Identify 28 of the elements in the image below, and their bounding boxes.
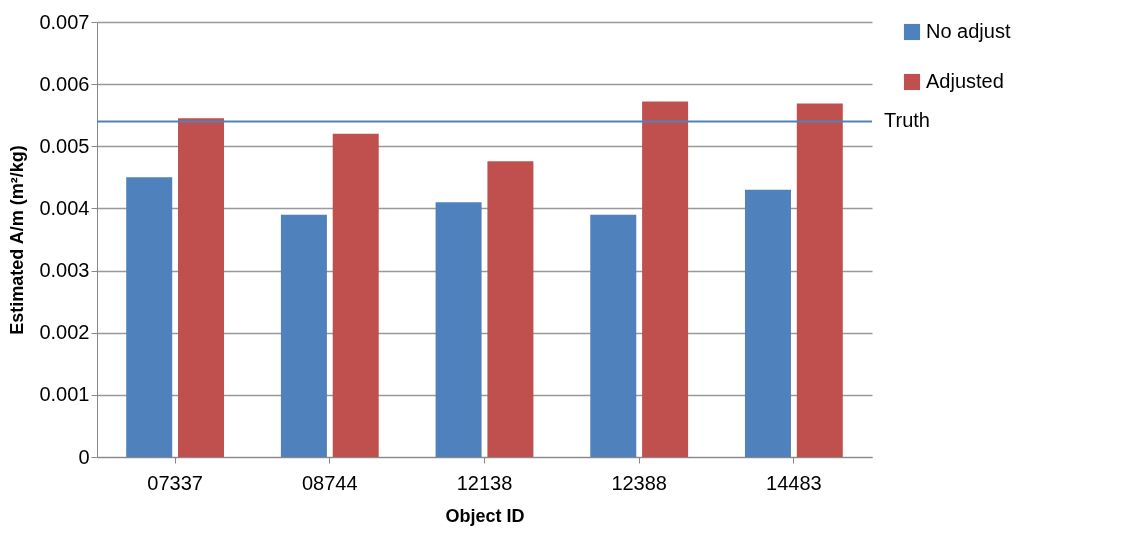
bar (332, 133, 379, 457)
bar (642, 101, 689, 457)
bar (744, 189, 791, 457)
y-tick-label: 0.006 (39, 72, 90, 95)
legend-label: No adjust (926, 20, 1011, 42)
bar (280, 214, 327, 457)
y-tick-label: 0.001 (39, 383, 90, 406)
y-tick-label: 0 (78, 445, 90, 468)
x-tick-label: 12388 (611, 471, 667, 494)
y-tick-label: 0.002 (39, 321, 90, 344)
bar (590, 214, 637, 457)
bar (126, 177, 173, 457)
y-tick-label: 0.003 (39, 259, 90, 282)
x-tick-label: 14483 (766, 471, 822, 494)
legend-label: Adjusted (926, 70, 1004, 92)
bar (796, 103, 843, 457)
x-tick-label: 08744 (302, 471, 358, 494)
y-axis-title: Estimated A/m (m²/kg) (7, 145, 28, 335)
bar (178, 118, 225, 457)
y-tick-label: 0.007 (39, 10, 90, 33)
x-tick-label: 07337 (147, 471, 203, 494)
bar (435, 202, 482, 457)
x-tick-label: 12138 (456, 471, 513, 494)
y-tick-label: 0.004 (39, 196, 90, 219)
bar (487, 161, 534, 457)
ref-line-label: Truth (884, 109, 930, 132)
x-axis-title: Object ID (445, 505, 525, 526)
y-tick-label: 0.005 (39, 134, 90, 157)
